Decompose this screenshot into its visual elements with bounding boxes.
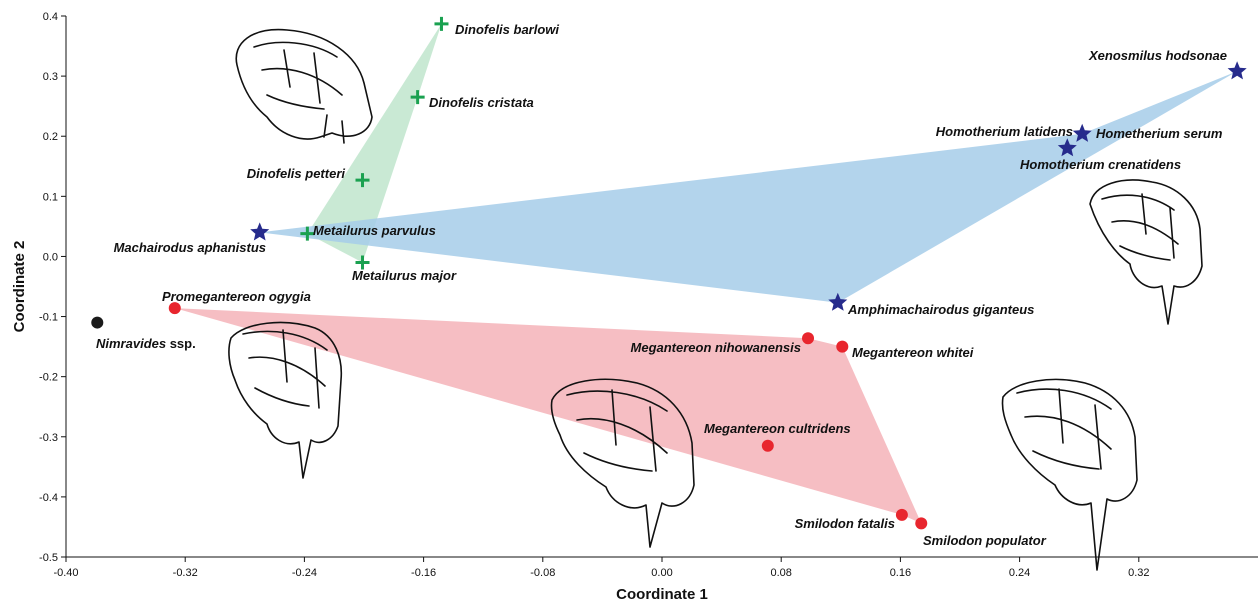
skull-drawing-4 xyxy=(1001,378,1138,571)
point-label-machairodus-aphanistus: Machairodus aphanistus xyxy=(114,240,266,255)
group-hull-2 xyxy=(174,308,922,524)
y-tick-label: -0.5 xyxy=(39,552,58,564)
data-point-megantereon-nihowanensis xyxy=(802,332,815,345)
x-tick-label: -0.32 xyxy=(173,567,198,579)
point-label-xenosmilus-hodsonae: Xenosmilus hodsonae xyxy=(1088,48,1227,63)
point-label-megantereon-whitei: Megantereon whitei xyxy=(852,345,974,360)
point-label-metailurus-parvulus: Metailurus parvulus xyxy=(313,223,436,238)
hull-layer xyxy=(174,23,1238,524)
points-layer xyxy=(91,16,1247,530)
point-label-dinofelis-barlowi: Dinofelis barlowi xyxy=(455,22,559,37)
point-label-nimravides-ssp-: Nimravides ssp. xyxy=(96,336,196,351)
labels-layer: Dinofelis barlowi Dinofelis cristata Dinof… xyxy=(96,22,1227,548)
group-hull-1 xyxy=(259,71,1238,303)
point-label-smilodon-fatalis: Smilodon fatalis xyxy=(795,516,895,531)
data-point-dinofelis-barlowi xyxy=(434,16,449,31)
data-point-metailurus-major xyxy=(355,255,370,270)
x-tick-label: -0.40 xyxy=(53,567,78,579)
x-tick-label: 0.16 xyxy=(890,567,911,579)
x-tick-label: 0.32 xyxy=(1128,567,1149,579)
skull-outline xyxy=(228,321,343,479)
axes-layer: -0.40 -0.32 -0.24 -0.16 -0.08 0.00 0.08 0.16 0.2… xyxy=(11,11,1258,603)
skull-outline xyxy=(1089,179,1203,325)
x-tick-label: -0.16 xyxy=(411,567,436,579)
data-point-nimravides-ssp- xyxy=(91,316,104,329)
data-point-homotherium-latidens xyxy=(1072,123,1092,142)
skull-drawing-1 xyxy=(1089,179,1203,325)
x-tick-label: 0.00 xyxy=(651,567,672,579)
y-tick-label: 0.4 xyxy=(43,11,58,23)
x-tick-label: 0.24 xyxy=(1009,567,1030,579)
data-point-smilodon-fatalis xyxy=(895,508,908,521)
skull-outline xyxy=(1001,378,1138,571)
data-point-megantereon-whitei xyxy=(836,340,849,353)
y-tick-label: 0.0 xyxy=(43,251,58,263)
y-tick-label: 0.2 xyxy=(43,131,58,143)
data-point-xenosmilus-hodsonae xyxy=(1227,61,1247,80)
y-tick-label: -0.3 xyxy=(39,432,58,444)
point-label-dinofelis-cristata: Dinofelis cristata xyxy=(429,95,534,110)
point-label-metailurus-major: Metailurus major xyxy=(352,268,457,283)
data-point-machairodus-aphanistus xyxy=(250,222,270,241)
y-tick-label: -0.2 xyxy=(39,372,58,384)
x-tick-label: 0.08 xyxy=(770,567,791,579)
group-hull-0 xyxy=(307,23,442,263)
y-tick-label: -0.1 xyxy=(39,312,58,324)
y-tick-label: 0.3 xyxy=(43,71,58,83)
skull-drawing-3 xyxy=(228,321,343,479)
point-label-promegantereon-ogygia: Promegantereon ogygia xyxy=(162,289,311,304)
skull-drawing-2 xyxy=(550,378,695,548)
y-tick-label: 0.1 xyxy=(43,191,58,203)
point-label-smilodon-populator: Smilodon populator xyxy=(923,533,1047,548)
point-label-hometherium-serum: Hometherium serum xyxy=(1096,126,1223,141)
data-point-amphimachairodus-giganteus xyxy=(828,292,848,311)
data-point-dinofelis-cristata xyxy=(410,90,425,105)
y-axis-title: Coordinate 2 xyxy=(11,241,28,333)
data-point-homotherium-crenatidens xyxy=(1057,138,1077,157)
y-tick-label: -0.4 xyxy=(39,492,58,504)
skull-layer xyxy=(228,28,1203,571)
x-tick-label: -0.08 xyxy=(530,567,555,579)
point-label-dinofelis-petteri: Dinofelis petteri xyxy=(247,166,346,181)
data-point-promegantereon-ogygia xyxy=(168,302,181,315)
x-tick-label: -0.24 xyxy=(292,567,317,579)
data-point-metailurus-parvulus xyxy=(300,226,315,241)
point-label-homotherium-latidens: Homotherium latidens xyxy=(936,124,1073,139)
x-axis-ticks: -0.40 -0.32 -0.24 -0.16 -0.08 0.00 0.08 0.16 0.2… xyxy=(53,557,1150,579)
y-axis-ticks: -0.5 -0.4 -0.3 -0.2 -0.1 0.0 0.1 0.2 0.3 0.4 xyxy=(39,11,66,564)
skull-drawing-0 xyxy=(235,28,373,144)
skull-outline xyxy=(235,28,373,144)
skull-outline xyxy=(550,378,695,548)
data-point-dinofelis-petteri xyxy=(355,173,370,188)
x-axis-title: Coordinate 1 xyxy=(616,586,708,603)
point-label-homotherium-crenatidens: Homotherium crenatidens xyxy=(1020,157,1181,172)
data-point-smilodon-populator xyxy=(915,517,928,530)
point-label-megantereon-nihowanensis: Megantereon nihowanensis xyxy=(631,340,801,355)
point-label-megantereon-cultridens: Megantereon cultridens xyxy=(704,421,851,436)
data-point-megantereon-cultridens xyxy=(761,439,774,452)
point-label-amphimachairodus-giganteus: Amphimachairodus giganteus xyxy=(847,302,1034,317)
